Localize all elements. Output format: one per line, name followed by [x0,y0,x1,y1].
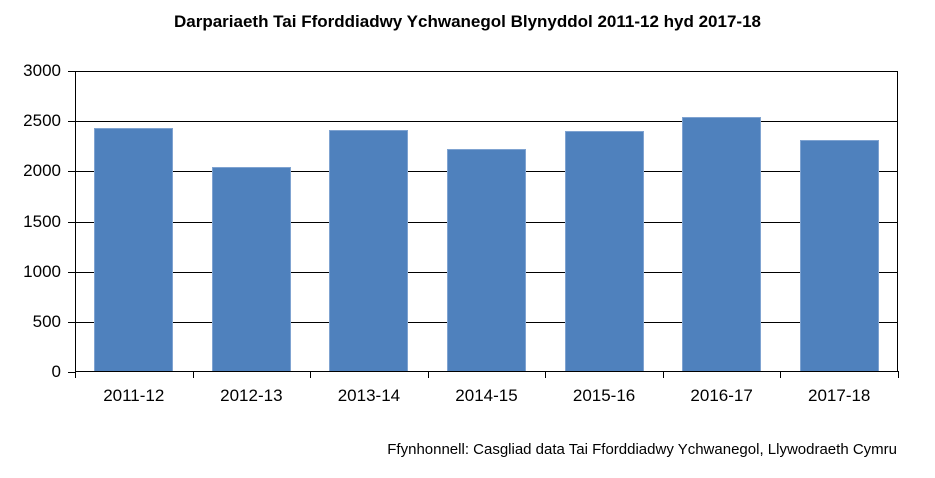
x-tick-label: 2013-14 [337,386,401,405]
plot-area [75,71,898,372]
x-tick-mark [662,371,664,378]
x-tick-mark [310,371,312,378]
y-tick-label: 2500 [23,111,61,131]
bar-2014-15 [447,149,526,372]
y-tick-mark [68,271,76,273]
y-tick-mark [68,321,76,323]
x-tick-mark [75,371,76,378]
bar-2012-13 [211,167,291,372]
source-note: Ffynhonnell: Casgliad data Tai Fforddiad… [387,441,897,458]
x-tick-mark [427,371,429,378]
y-tick-label: 1000 [23,261,61,281]
x-axis [75,371,899,372]
x-tick-label: 2015-16 [572,386,636,405]
y-tick-mark [68,171,76,173]
y-tick-label: 1500 [23,211,61,231]
chart-title: Darpariaeth Tai Fforddiadwy Ychwanegol B… [173,12,761,31]
y-tick-label: 2000 [23,161,61,181]
bar-2017-18 [799,140,879,372]
x-tick-label: 2017-18 [808,386,871,405]
y-tick-label: 3000 [23,61,61,80]
bar-2011-12 [94,128,174,372]
bar-2016-17 [682,117,762,372]
y-tick-mark [68,121,76,123]
gridline [75,121,898,123]
x-tick-label: 2011-12 [103,386,165,405]
x-tick-label: 2014-15 [455,386,518,405]
bar-2015-16 [564,131,644,372]
y-tick-mark [68,372,76,373]
y-tick-mark [68,71,76,72]
x-tick-mark [898,371,899,378]
bar-2013-14 [329,130,409,372]
y-tick-mark [68,221,76,223]
x-tick-mark [192,371,194,378]
x-tick-label: 2016-17 [690,386,753,405]
x-tick-mark [545,371,547,378]
x-tick-label: 2012-13 [220,386,283,405]
x-tick-mark [780,371,782,378]
y-tick-label: 500 [32,311,61,331]
y-tick-label: 0 [51,362,61,381]
